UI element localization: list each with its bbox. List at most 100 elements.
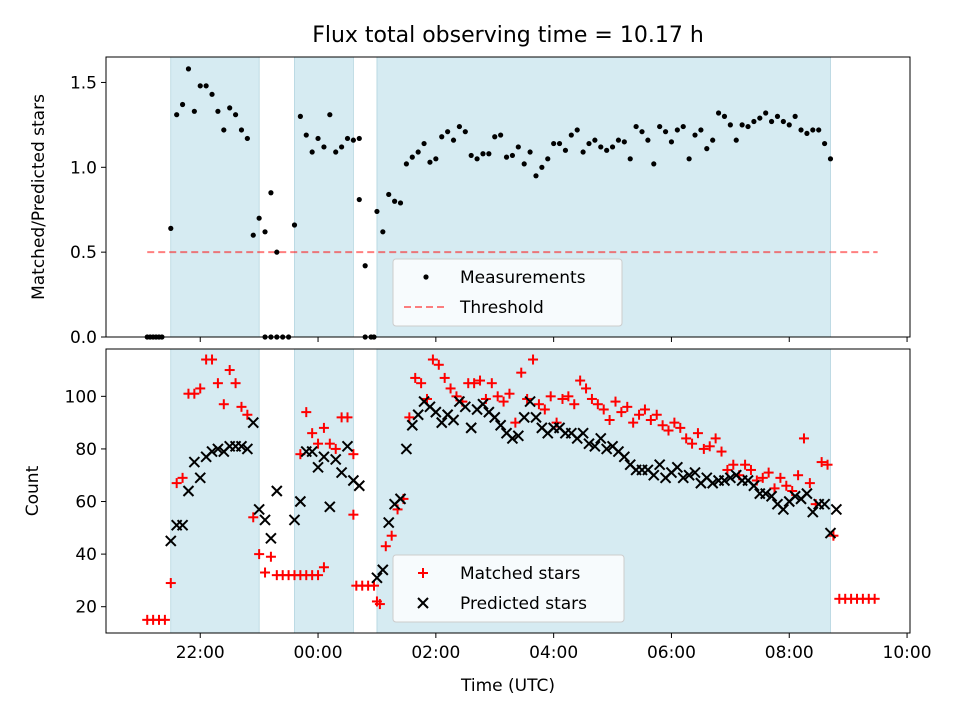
- matched-star-marker: [687, 438, 698, 449]
- measurement-point: [191, 108, 197, 114]
- matched-star-marker: [628, 417, 639, 428]
- measurement-point: [810, 127, 816, 133]
- top-y-tick-label: 0.0: [70, 328, 97, 348]
- predicted-star-marker: [801, 487, 813, 500]
- matched-star-marker: [681, 433, 692, 444]
- measurement-point: [745, 123, 751, 130]
- matched-star-marker: [557, 393, 568, 404]
- predicted-star-marker: [165, 535, 177, 547]
- predicted-star-marker: [271, 485, 283, 497]
- measurement-point: [197, 83, 203, 89]
- predicted-star-marker: [683, 469, 695, 481]
- matched-star-marker: [307, 428, 318, 439]
- predicted-star-marker: [818, 498, 831, 510]
- measurement-point: [262, 229, 268, 235]
- predicted-star-marker: [718, 474, 731, 487]
- predicted-star-marker: [247, 416, 259, 429]
- predicted-star-marker: [477, 398, 489, 410]
- matched-star-marker: [722, 464, 733, 475]
- measurement-point: [763, 110, 769, 116]
- predicted-star-marker: [618, 451, 631, 463]
- measurement-point: [232, 112, 239, 118]
- predicted-star-marker: [318, 451, 330, 463]
- matched-star-marker: [248, 512, 259, 523]
- measurement-point: [168, 225, 174, 231]
- legend-measurements-label: Measurements: [460, 268, 586, 288]
- matched-star-marker: [516, 367, 527, 378]
- predicted-star-marker: [677, 472, 689, 484]
- matched-star-marker: [745, 464, 756, 475]
- measurement-points: [144, 66, 834, 340]
- matched-star-marker: [869, 593, 880, 604]
- matched-star-marker: [716, 446, 727, 457]
- matched-star-marker: [645, 415, 656, 425]
- predicted-star-marker: [324, 501, 336, 513]
- measurement-point: [215, 108, 221, 114]
- measurement-point: [615, 137, 622, 143]
- measurement-point: [539, 164, 545, 170]
- bottom-x-tick-label: 00:00: [294, 643, 343, 663]
- predicted-star-marker: [306, 445, 318, 458]
- matched-star-marker: [575, 375, 586, 386]
- measurement-point: [498, 132, 504, 138]
- bottom-x-tick-label: 04:00: [529, 643, 578, 663]
- predicted-star-marker: [689, 466, 701, 479]
- measurement-point: [480, 151, 486, 157]
- matched-star-marker: [486, 378, 497, 389]
- measurement-point: [562, 147, 569, 153]
- matched-star-marker: [669, 417, 680, 428]
- legend-matched-marker: [418, 568, 428, 578]
- measurement-point: [545, 156, 551, 162]
- matched-star-marker: [657, 420, 668, 431]
- measurement-point: [627, 156, 633, 162]
- measurement-point: [256, 215, 262, 221]
- matched-star-marker: [218, 399, 229, 410]
- measurement-point: [356, 135, 362, 142]
- predicted-star-marker: [653, 458, 666, 471]
- predicted-star-marker: [353, 480, 365, 492]
- legend-predicted-label: Predicted stars: [460, 594, 587, 614]
- matched-star-marker: [195, 383, 206, 394]
- bottom-x-ticks: 22:00 00:00 02:00 04:00 06:00 08:00 10:00: [176, 633, 932, 663]
- measurement-point: [827, 156, 834, 162]
- predicted-star-marker: [400, 443, 413, 455]
- predicted-star-marker: [335, 466, 348, 479]
- matched-star-marker: [763, 467, 774, 478]
- measurement-point: [327, 112, 333, 118]
- measurement-point: [509, 152, 516, 159]
- matched-star-marker: [159, 614, 170, 625]
- matched-star-marker: [651, 409, 662, 420]
- measurement-point: [780, 118, 786, 125]
- measurement-point: [356, 196, 362, 203]
- predicted-star-marker: [824, 527, 837, 539]
- measurement-point: [268, 190, 274, 196]
- matched-star-marker: [675, 422, 686, 433]
- top-observing-window-1: [170, 56, 260, 338]
- predicted-star-marker: [512, 430, 525, 442]
- matched-star-marker: [330, 443, 341, 454]
- measurement-point: [757, 115, 763, 121]
- measurement-point: [668, 139, 675, 145]
- measurement-point: [792, 113, 798, 119]
- bottom-observing-window-1: [170, 348, 260, 634]
- matched-star-marker: [539, 404, 550, 415]
- predicted-star-marker: [241, 443, 254, 455]
- measurement-point: [621, 139, 627, 145]
- predicted-star-marker: [194, 472, 206, 484]
- x-axis-label: Time (UTC): [460, 676, 555, 696]
- bottom-observing-window-2: [294, 348, 354, 634]
- matched-star-marker: [663, 425, 674, 436]
- predicted-star-marker: [377, 564, 389, 576]
- top-observing-window-2: [294, 56, 354, 338]
- measurement-point: [657, 123, 663, 130]
- measurement-point: [421, 140, 427, 147]
- matched-star-marker: [569, 399, 580, 410]
- measurement-point: [574, 127, 580, 133]
- measurement-point: [179, 101, 186, 108]
- matched-star-marker: [324, 438, 335, 449]
- matched-star-marker: [386, 530, 397, 541]
- predicted-star-marker: [412, 409, 424, 421]
- measurement-point: [462, 129, 468, 135]
- matched-star-marker: [592, 399, 603, 410]
- bottom-x-tick-label: 22:00: [176, 643, 225, 663]
